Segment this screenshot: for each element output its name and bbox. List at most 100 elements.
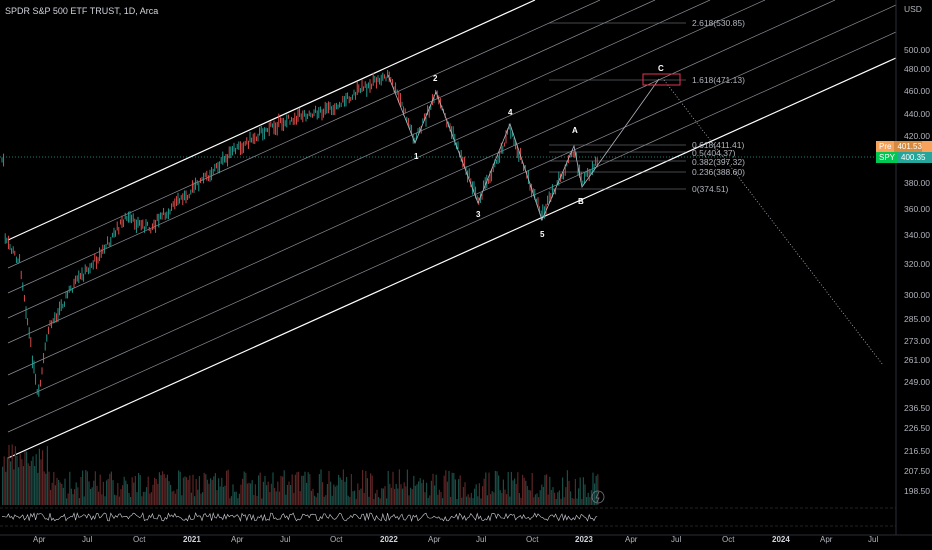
volume-bar	[339, 477, 341, 505]
volume-bar	[547, 494, 549, 505]
time-tick: Apr	[428, 535, 441, 544]
volume-bar	[414, 485, 416, 505]
volume-bar	[38, 448, 40, 505]
volume-bar	[581, 498, 583, 505]
fib-label-0382: 0.382(397.32)	[692, 157, 745, 167]
volume-bar	[398, 469, 400, 505]
volume-bar	[262, 481, 264, 505]
volume-bar	[98, 491, 100, 505]
volume-bar	[208, 483, 210, 505]
volume-bar	[291, 474, 293, 505]
volume-bar	[74, 489, 76, 505]
price-tick: 360.00	[904, 204, 930, 214]
volume-bar	[501, 493, 503, 505]
volume-bar	[181, 495, 183, 505]
volume-bar	[498, 475, 500, 505]
volume-bar	[166, 474, 168, 505]
price-tick: 480.00	[904, 64, 930, 74]
volume-bar	[434, 485, 436, 505]
volume-bar	[56, 477, 58, 505]
volume-bar	[490, 494, 492, 505]
volume-bar	[80, 477, 82, 505]
volume-bar	[264, 475, 266, 505]
time-tick: Oct	[330, 535, 343, 544]
volume-bar	[206, 479, 208, 505]
volume-bar	[363, 492, 365, 505]
volume-bar	[5, 471, 7, 505]
volume-bar	[413, 475, 415, 505]
volume-bar	[373, 498, 375, 505]
volume-bar	[131, 477, 133, 505]
volume-bar	[45, 473, 47, 505]
volume-bar	[6, 457, 8, 505]
prev-close-badge: Pre 401.53	[876, 141, 932, 152]
volume-bar	[187, 479, 189, 505]
wave-label-1: 1	[414, 152, 419, 161]
fib-label-0618: 0.618(411.41)	[692, 140, 745, 150]
volume-bar	[432, 473, 434, 505]
fib-label-2618: 2.618(530.85)	[692, 18, 745, 28]
volume-bar	[93, 480, 95, 505]
volume-bar	[72, 494, 74, 505]
volume-bar	[171, 491, 173, 505]
volume-bar	[211, 479, 213, 505]
volume-bar	[566, 470, 568, 505]
volume-bar	[394, 489, 396, 505]
volume-bar	[526, 485, 528, 505]
volume-bar	[78, 498, 80, 505]
volume-bar	[24, 451, 26, 505]
volume-bar	[197, 489, 199, 505]
volume-bar	[35, 454, 37, 505]
target-box	[642, 73, 681, 86]
price-tick: 216.50	[904, 446, 930, 456]
volume-bar	[323, 496, 325, 505]
volume-bar	[112, 480, 114, 505]
volume-bar	[88, 481, 90, 505]
volume-bar	[120, 489, 122, 505]
volume-bar	[3, 456, 5, 505]
volume-bar	[48, 471, 50, 505]
price-candles	[1, 69, 598, 397]
time-tick: Jul	[671, 535, 682, 544]
volume-bar	[133, 482, 135, 505]
price-tick: 440.00	[904, 109, 930, 119]
volume-bar	[182, 477, 184, 505]
volume-bar	[288, 481, 290, 505]
volume-bar	[536, 493, 538, 505]
volume-bar	[238, 493, 240, 505]
volume-bar	[312, 488, 314, 505]
volume-bar	[573, 498, 575, 505]
volume-bar	[571, 498, 573, 505]
volume-bar	[34, 466, 36, 505]
volume-bar	[67, 493, 69, 505]
volume-bar	[109, 473, 111, 505]
volume-bar	[430, 480, 432, 505]
volume-bar	[595, 475, 597, 505]
price-tick: 226.50	[904, 423, 930, 433]
volume-bar	[213, 476, 215, 505]
volume-bar	[360, 488, 362, 505]
volume-bar	[243, 471, 245, 505]
volume-bar	[205, 474, 207, 505]
volume-bar	[309, 474, 311, 505]
volume-bar	[426, 482, 428, 505]
volume-bar	[200, 493, 202, 505]
volume-bar	[19, 453, 21, 505]
volume-bar	[142, 491, 144, 505]
volume-bar	[510, 471, 512, 505]
price-tick: 500.00	[904, 45, 930, 55]
volume-bar	[520, 497, 522, 505]
volume-bar	[568, 480, 570, 505]
volume-bar	[451, 472, 453, 505]
volume-bar	[82, 470, 84, 505]
volume-bar	[58, 479, 60, 505]
chart-title[interactable]: SPDR S&P 500 ETF TRUST, 1D, Arca	[5, 6, 159, 16]
channel-inner-lines	[7, 0, 897, 433]
volume-bar	[408, 495, 410, 505]
volume-bar	[397, 488, 399, 505]
volume-bar	[202, 492, 204, 505]
volume-bar	[406, 469, 408, 505]
volume-bar	[506, 494, 508, 505]
time-tick: Jul	[82, 535, 93, 544]
